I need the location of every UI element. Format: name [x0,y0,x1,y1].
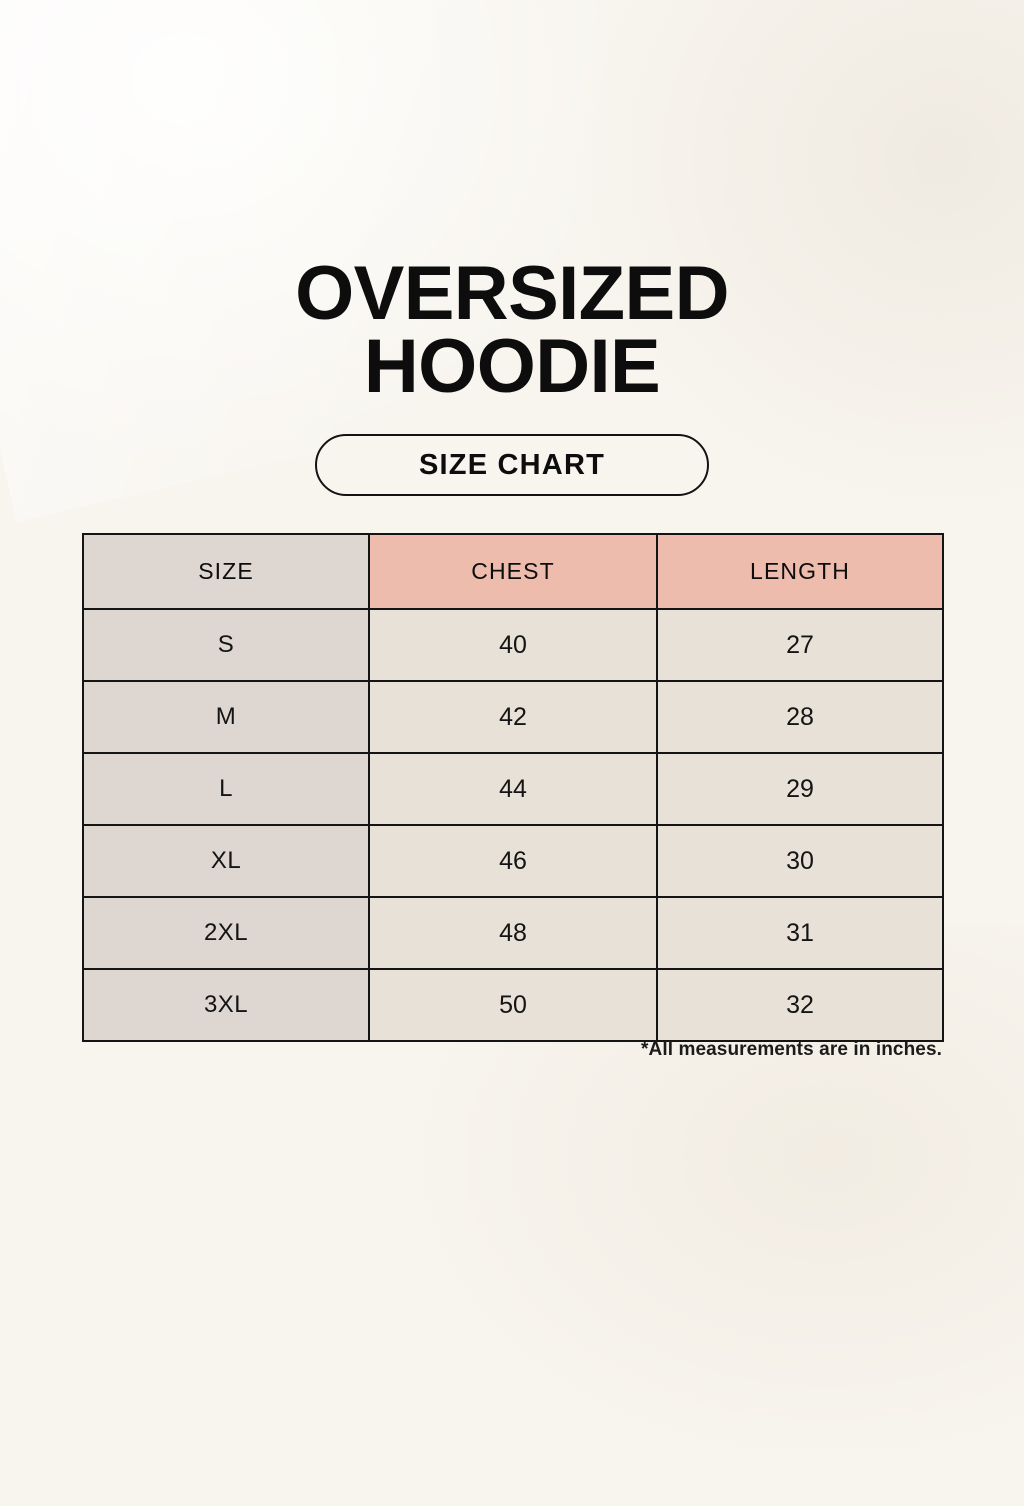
table-header: SIZE CHEST LENGTH [82,533,944,610]
table-row: 3XL 50 32 [82,968,944,1042]
cell-chest: 40 [368,608,658,682]
page-title-line-1: OVERSIZED [295,251,729,336]
cell-length: 30 [656,824,944,898]
page-title: OVERSIZED HOODIE [0,251,1024,409]
cell-length: 27 [656,608,944,682]
size-chart-table: SIZE CHEST LENGTH S 40 27 M 42 28 L [82,533,944,1042]
cell-chest: 48 [368,896,658,970]
column-header-length: LENGTH [656,533,944,610]
column-header-size: SIZE [82,533,370,610]
cell-chest: 50 [368,968,658,1042]
cell-chest: 46 [368,824,658,898]
size-chart-badge: SIZE CHART [315,434,709,496]
table-row: L 44 29 [82,752,944,826]
size-chart-page: OVERSIZED HOODIE SIZE CHART SIZE CHEST L… [0,251,1024,1060]
cell-chest: 44 [368,752,658,826]
table-header-row: SIZE CHEST LENGTH [82,533,944,610]
cell-size: L [82,752,370,826]
cell-length: 32 [656,968,944,1042]
table-row: 2XL 48 31 [82,896,944,970]
measurements-footnote: *All measurements are in inches. [641,1039,942,1060]
cell-size: S [82,608,370,682]
cell-size: 3XL [82,968,370,1042]
cell-size: M [82,680,370,754]
cell-size: XL [82,824,370,898]
size-chart-table-wrap: SIZE CHEST LENGTH S 40 27 M 42 28 L [82,533,944,1042]
table-row: S 40 27 [82,608,944,682]
cell-size: 2XL [82,896,370,970]
cell-length: 28 [656,680,944,754]
table-row: M 42 28 [82,680,944,754]
table-row: XL 46 30 [82,824,944,898]
table-body: S 40 27 M 42 28 L 44 29 XL 46 30 [82,608,944,1042]
size-chart-badge-wrap: SIZE CHART [0,434,1024,496]
cell-chest: 42 [368,680,658,754]
cell-length: 29 [656,752,944,826]
cell-length: 31 [656,896,944,970]
column-header-chest: CHEST [368,533,658,610]
page-title-line-2: HOODIE [363,323,661,409]
